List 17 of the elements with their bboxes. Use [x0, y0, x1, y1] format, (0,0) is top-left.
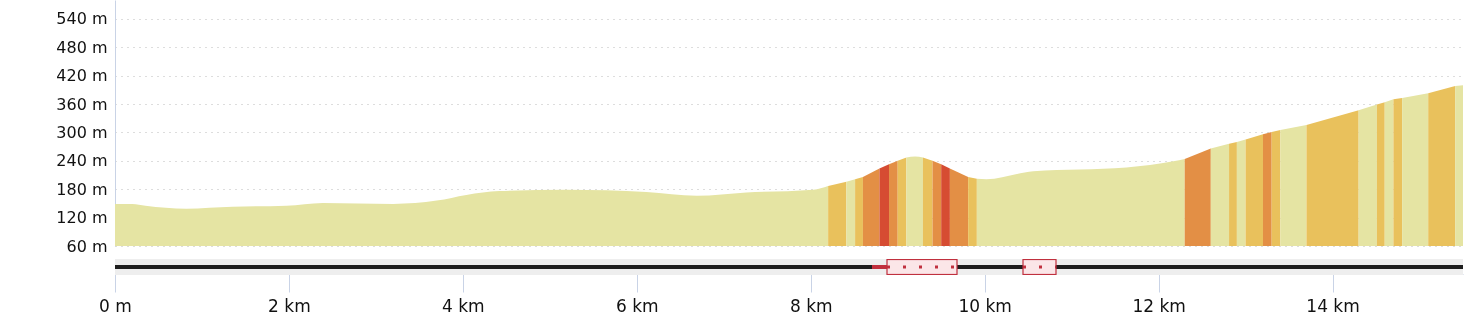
x-tick-label: 2 km [268, 295, 311, 316]
y-tick-label: 480 m [56, 37, 108, 57]
y-tick-label: 300 m [56, 122, 108, 142]
y-tick-label: 180 m [56, 179, 108, 199]
y-tick-label: 540 m [56, 9, 108, 29]
y-tick-label: 360 m [56, 94, 108, 114]
y-tick-label: 120 m [56, 208, 108, 228]
x-tick-label: 12 km [1132, 295, 1186, 316]
x-tick-label: 4 km [442, 295, 485, 316]
y-tick-label: 420 m [56, 66, 108, 86]
y-tick-label: 240 m [56, 151, 108, 171]
x-tick-label: 8 km [789, 295, 833, 316]
x-tick-label: 10 km [958, 295, 1012, 316]
x-tick-label: 0 m [99, 295, 132, 316]
y-tick-label: 60 m [66, 236, 108, 256]
x-tick-label: 6 km [615, 295, 659, 316]
x-tick-label: 14 km [1306, 295, 1360, 316]
